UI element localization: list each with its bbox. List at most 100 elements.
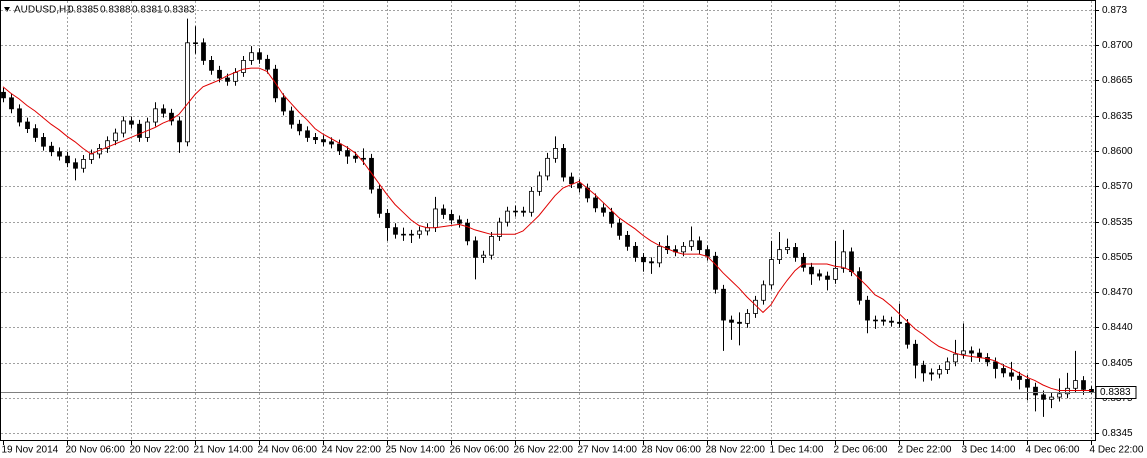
candle-body — [633, 245, 638, 258]
candle-body — [937, 369, 942, 375]
candle-body — [785, 247, 790, 251]
candle-body — [41, 137, 46, 147]
x-tick-label: 20 Nov 06:00 — [66, 445, 126, 456]
candle-body — [177, 120, 182, 143]
candle-body — [833, 267, 838, 280]
quote-open: 0.8385 — [68, 5, 99, 16]
candle-body — [233, 72, 238, 82]
y-tick-label: 0.8635 — [1102, 111, 1133, 122]
candle-body — [1, 91, 6, 99]
y-tick-label: 0.8535 — [1102, 217, 1133, 228]
x-tick-label: 19 Nov 2014 — [2, 445, 59, 456]
candle-body — [409, 233, 414, 236]
candle-body — [305, 130, 310, 138]
candle-body — [713, 255, 718, 290]
candle-body — [209, 60, 214, 71]
candle-body — [521, 210, 526, 213]
candle-body — [825, 275, 830, 280]
candle-body — [689, 240, 694, 247]
candle-body — [457, 219, 462, 224]
candle-body — [1033, 386, 1038, 396]
candle-body — [1081, 380, 1086, 390]
candle-body — [505, 210, 510, 223]
candle-body — [417, 230, 422, 235]
candle-body — [945, 361, 950, 370]
candle-body — [217, 69, 222, 79]
candle-body — [433, 208, 438, 229]
candle-body — [481, 254, 486, 258]
x-tick-label: 1 Dec 14:00 — [770, 445, 824, 456]
candle-body — [345, 150, 350, 157]
candle-body — [297, 123, 302, 132]
candle-body — [593, 197, 598, 209]
x-tick-label: 2 Dec 06:00 — [834, 445, 888, 456]
x-tick-label: 26 Nov 22:00 — [514, 445, 574, 456]
y-tick-label: 0.8405 — [1102, 358, 1133, 369]
candle-body — [489, 236, 494, 256]
x-tick-label: 28 Nov 06:00 — [642, 445, 702, 456]
candle-body — [721, 288, 726, 321]
candle-body — [857, 271, 862, 301]
candle-body — [385, 212, 390, 229]
x-tick-label: 24 Nov 06:00 — [258, 445, 318, 456]
candle-body — [873, 319, 878, 322]
candle-body — [17, 108, 22, 123]
candle-body — [473, 240, 478, 258]
candle-body — [329, 141, 334, 145]
quote-low: 0.8381 — [132, 5, 163, 16]
candle-body — [697, 240, 702, 251]
candle-body — [441, 208, 446, 215]
candle-body — [641, 256, 646, 263]
current-price-label: 0.8383 — [1100, 387, 1131, 398]
candle-body — [121, 120, 126, 134]
candle-body — [313, 137, 318, 141]
candle-body — [769, 259, 774, 286]
candle-body — [1017, 375, 1022, 380]
chart-title: AUDUSD,H1 — [14, 5, 72, 16]
candle-body — [793, 247, 798, 258]
candle-body — [113, 132, 118, 142]
y-tick-label: 0.8470 — [1102, 287, 1133, 298]
candle-body — [225, 77, 230, 82]
x-tick-label: 4 Dec 06:00 — [1026, 445, 1080, 456]
candle-body — [497, 221, 502, 237]
candle-body — [513, 210, 518, 213]
candle-body — [249, 52, 254, 61]
candle-body — [841, 251, 846, 269]
candle-body — [993, 361, 998, 369]
x-tick-label: 4 Dec 22:00 — [1090, 445, 1144, 456]
candle-body — [81, 159, 86, 169]
candle-body — [649, 261, 654, 264]
candle-body — [737, 321, 742, 324]
x-tick-label: 27 Nov 14:00 — [578, 445, 638, 456]
candle-body — [1049, 396, 1054, 400]
candle-body — [1025, 379, 1030, 388]
candle-body — [73, 162, 78, 169]
candle-body — [657, 245, 662, 264]
candle-body — [137, 123, 142, 138]
candle-body — [617, 222, 622, 236]
candle-body — [193, 42, 198, 45]
candle-body — [169, 112, 174, 122]
candle-body — [393, 227, 398, 235]
candle-body — [321, 139, 326, 143]
candle-body — [1001, 368, 1006, 374]
candle-body — [337, 143, 342, 152]
candle-body — [881, 319, 886, 322]
candle-body — [153, 108, 158, 123]
candle-body — [1065, 387, 1070, 395]
quote-high: 0.8388 — [100, 5, 131, 16]
x-tick-label: 21 Nov 14:00 — [194, 445, 254, 456]
quote-close: 0.8383 — [164, 5, 195, 16]
candle-body — [801, 256, 806, 268]
y-tick-label: 0.8505 — [1102, 252, 1133, 263]
candle-body — [969, 350, 974, 354]
candle-body — [1057, 393, 1062, 398]
y-tick-label: 0.8700 — [1102, 40, 1133, 51]
candle-body — [161, 108, 166, 114]
y-tick-label: 0.8570 — [1102, 181, 1133, 192]
candle-body — [353, 155, 358, 159]
y-tick-label: 0.8600 — [1102, 146, 1133, 157]
candle-body — [977, 352, 982, 358]
